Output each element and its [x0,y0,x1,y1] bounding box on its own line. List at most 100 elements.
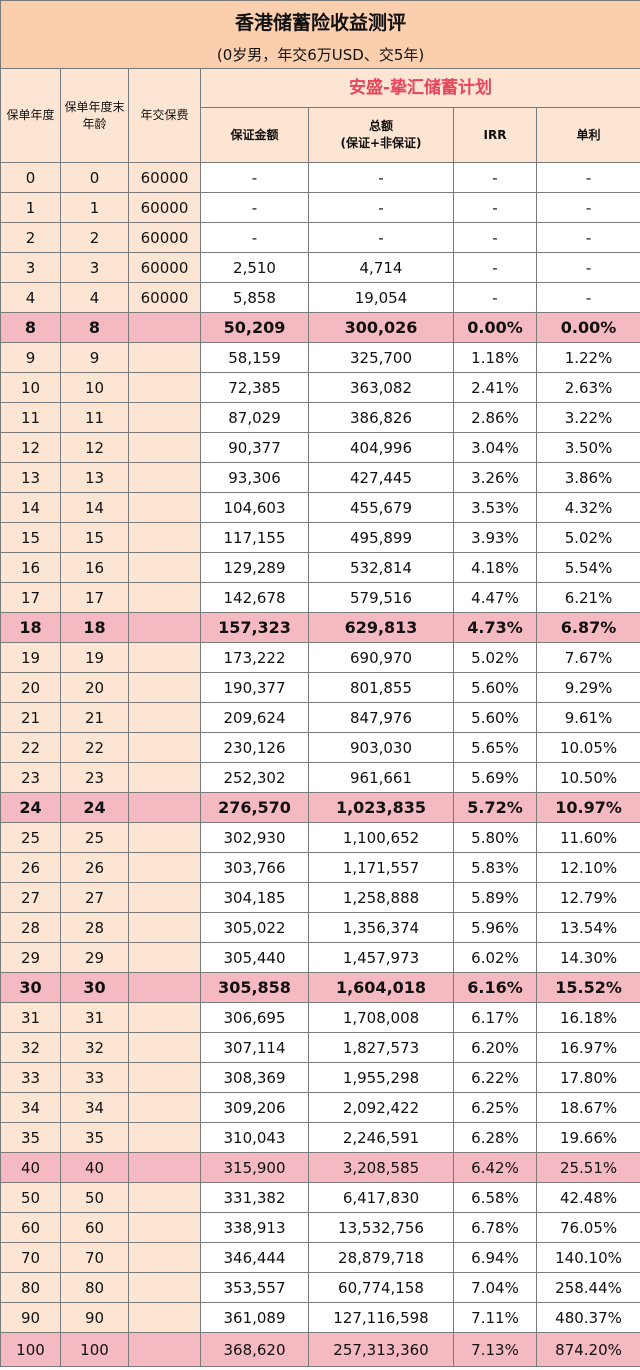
cell-age: 21 [60,702,129,733]
cell-guaranteed: 304,185 [200,882,309,913]
cell-guaranteed: - [200,162,309,193]
cell-age: 32 [60,1032,129,1063]
cell-irr: 3.26% [453,462,537,493]
cell-total: 4,714 [308,252,454,283]
cell-premium [128,1152,201,1183]
cell-year: 33 [0,1062,61,1093]
cell-age: 1 [60,192,129,223]
cell-premium [128,672,201,703]
cell-guaranteed: 173,222 [200,642,309,673]
cell-simple: 4.32% [535,492,640,523]
cell-guaranteed: - [200,192,309,223]
cell-premium [128,1002,201,1033]
cell-age: 2 [60,222,129,253]
cell-premium [128,552,201,583]
cell-premium [128,912,201,943]
cell-guaranteed: 303,766 [200,852,309,883]
cell-irr: 6.25% [453,1092,537,1123]
cell-premium: 60000 [128,252,201,283]
cell-year: 30 [0,972,61,1003]
row: 50 50 331,382 6,417,830 6.58% 42.48% [0,1182,640,1213]
cell-irr: 5.72% [453,792,537,823]
cell-total: 3,208,585 [308,1152,454,1183]
row: 19 19 173,222 690,970 5.02% 7.67% [0,642,640,673]
cell-year: 14 [0,492,61,523]
cell-premium [128,342,201,373]
cell-premium: 60000 [128,282,201,313]
cell-total: 363,082 [308,372,454,403]
row: 31 31 306,695 1,708,008 6.17% 16.18% [0,1002,640,1033]
cell-irr: - [453,192,537,223]
cell-age: 31 [60,1002,129,1033]
row: 24 24 276,570 1,023,835 5.72% 10.97% [0,792,640,823]
cell-total: 532,814 [308,552,454,583]
row: 90 90 361,089 127,116,598 7.11% 480.37% [0,1302,640,1333]
cell-total: 60,774,158 [308,1272,454,1303]
cell-age: 18 [60,612,129,643]
cell-year: 28 [0,912,61,943]
cell-irr: 5.80% [453,822,537,853]
cell-year: 17 [0,582,61,613]
row: 70 70 346,444 28,879,718 6.94% 140.10% [0,1242,640,1273]
row: 11 11 87,029 386,826 2.86% 3.22% [0,402,640,433]
cell-total: 495,899 [308,522,454,553]
cell-simple: - [535,192,640,223]
cell-year: 16 [0,552,61,583]
col-total-label: 总额 [368,119,393,133]
row: 3 3 60000 2,510 4,714- - [0,252,640,283]
cell-guaranteed: 302,930 [200,822,309,853]
cell-premium [128,852,201,883]
cell-age: 20 [60,672,129,703]
cell-total: 961,661 [308,762,454,793]
cell-simple: 10.50% [535,762,640,793]
col-simple: 单利 [535,107,640,163]
cell-premium [128,882,201,913]
cell-year: 34 [0,1092,61,1123]
cell-age: 28 [60,912,129,943]
cell-year: 2 [0,222,61,253]
cell-premium [128,522,201,553]
row: 40 40 315,900 3,208,585 6.42% 25.51% [0,1152,640,1183]
cell-irr: 6.17% [453,1002,537,1033]
cell-simple: 10.97% [535,792,640,823]
cell-year: 13 [0,462,61,493]
cell-age: 30 [60,972,129,1003]
cell-total: 1,604,018 [308,972,454,1003]
cell-simple: 16.18% [535,1002,640,1033]
cell-year: 19 [0,642,61,673]
cell-guaranteed: 310,043 [200,1122,309,1153]
cell-premium [128,942,201,973]
cell-year: 24 [0,792,61,823]
cell-simple: 3.22% [535,402,640,433]
cell-premium [128,402,201,433]
row: 10 10 72,385 363,082 2.41% 2.63% [0,372,640,403]
cell-irr: 6.20% [453,1032,537,1063]
cell-age: 100 [60,1332,129,1367]
cell-irr: 4.18% [453,552,537,583]
cell-simple: 2.63% [535,372,640,403]
cell-premium [128,972,201,1003]
cell-year: 21 [0,702,61,733]
row: 33 33 308,369 1,955,298 6.22% 17.80% [0,1062,640,1093]
cell-age: 26 [60,852,129,883]
cell-irr: 7.13% [453,1332,537,1367]
cell-premium [128,432,201,463]
cell-age: 35 [60,1122,129,1153]
cell-year: 60 [0,1212,61,1243]
cell-simple: 5.02% [535,522,640,553]
cell-simple: 6.87% [535,612,640,643]
cell-total: 579,516 [308,582,454,613]
row: 16 16 129,289 532,814 4.18% 5.54% [0,552,640,583]
cell-age: 22 [60,732,129,763]
row: 13 13 93,306 427,445 3.26% 3.86% [0,462,640,493]
cell-total: 1,356,374 [308,912,454,943]
cell-age: 15 [60,522,129,553]
cell-simple: 12.10% [535,852,640,883]
cell-premium: 60000 [128,162,201,193]
cell-simple: - [535,252,640,283]
cell-irr: 0.00% [453,312,537,343]
row: 28 28 305,022 1,356,374 5.96% 13.54% [0,912,640,943]
cell-total: 386,826 [308,402,454,433]
cell-guaranteed: 190,377 [200,672,309,703]
